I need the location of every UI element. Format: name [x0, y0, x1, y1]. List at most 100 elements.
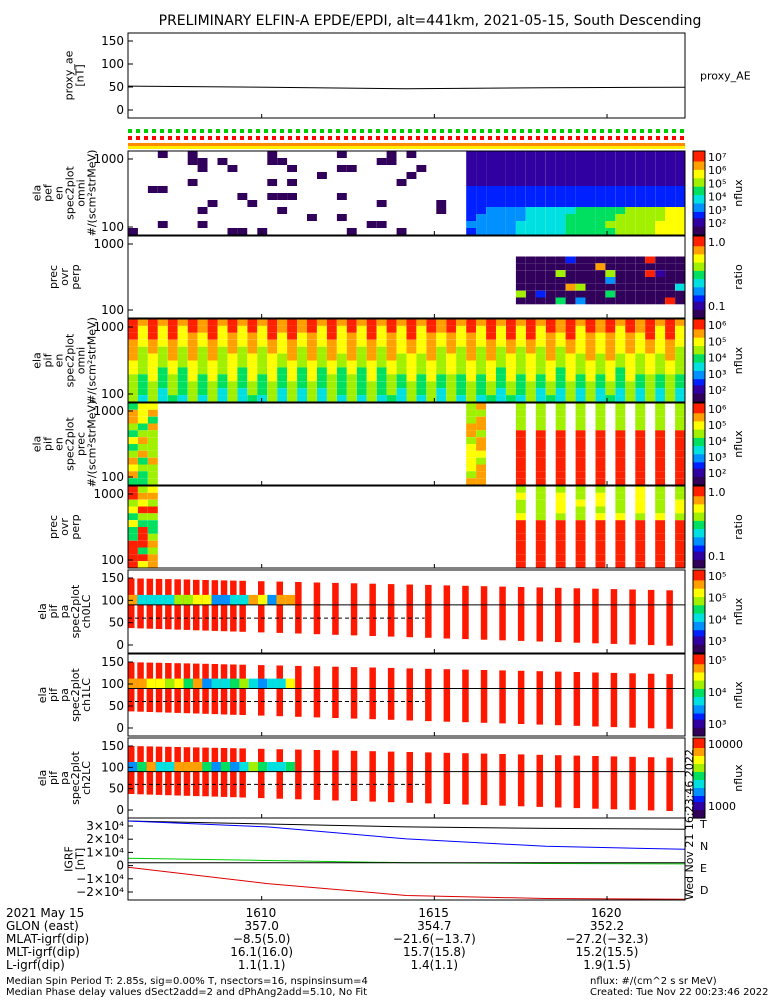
colorbar-cell [693, 594, 705, 598]
spectrogram-cell [635, 416, 646, 424]
spectrogram-cell [187, 179, 198, 186]
colorbar-cell [693, 441, 705, 445]
y-label-line: prec [75, 432, 88, 456]
spectrogram-cell [535, 228, 546, 235]
pa-bar [647, 673, 655, 729]
flag-dot [504, 136, 508, 140]
spectrogram-cell [486, 325, 496, 333]
spectrogram-cell [257, 325, 268, 333]
colorbar-cell [693, 615, 705, 619]
flag-dot [584, 129, 588, 133]
spectrogram-cell [535, 277, 546, 284]
spectrogram-cell [207, 214, 218, 221]
spectrogram-cell [376, 388, 387, 396]
pa-bar [610, 756, 618, 810]
spectrogram-cell [307, 353, 317, 361]
spectrogram-cell [555, 486, 566, 493]
colorbar-cell [693, 450, 705, 453]
spectrogram-cell [466, 353, 477, 361]
colorbar-cell [693, 478, 705, 482]
pa-bar [555, 671, 562, 726]
spectrogram-cell [346, 165, 357, 172]
spectrogram-cell [645, 193, 656, 200]
spectrogram-cell [128, 381, 138, 389]
spectrogram-cell [277, 381, 288, 389]
colorbar-cell [693, 682, 705, 686]
spectrogram-cell [157, 221, 168, 228]
spectrogram-cell [655, 527, 666, 534]
spectrogram-cell [147, 561, 158, 568]
y-label-line: en [53, 437, 66, 451]
spectrogram-cell [257, 395, 268, 402]
spectrogram-cell [356, 353, 367, 361]
colorbar-cell [693, 806, 705, 809]
spectrogram-cell [426, 367, 437, 375]
spectrogram-cell [655, 221, 666, 228]
spectrogram-cell [128, 416, 138, 424]
spectrogram-cell [416, 353, 427, 361]
y-label-line: perp [69, 264, 82, 289]
pa-bar [332, 582, 339, 635]
flag-dot [488, 129, 492, 133]
y-label-line: [nT] [74, 848, 87, 870]
spectrogram-cell [466, 332, 477, 340]
spectrogram-cell [416, 319, 427, 326]
spectrogram-cell [555, 547, 566, 555]
spectrogram-cell [346, 395, 357, 402]
spectrogram-cell [555, 506, 566, 514]
spectrogram-cell [655, 200, 666, 207]
spectrogram-cell [635, 464, 646, 472]
colorbar-cell [693, 744, 705, 747]
flag-dot [384, 136, 388, 140]
spectrogram-cell [615, 214, 626, 221]
pa-bar [369, 667, 376, 720]
spectrogram-cell [436, 395, 447, 402]
colorbar-cell [693, 248, 705, 251]
colorbar-cell [693, 161, 705, 165]
spectrogram-cell [406, 395, 417, 402]
spectrogram-cell [147, 319, 158, 326]
spectrogram-cell [655, 270, 666, 277]
colorbar-tick-label: 0.1 [708, 300, 726, 313]
spectrogram-cell [555, 158, 566, 165]
colorbar-cell [693, 522, 705, 526]
spectrogram-cell [535, 457, 546, 465]
spectrogram-cell [655, 263, 666, 271]
spectrogram-cell [336, 325, 347, 333]
spectrogram-cell [207, 388, 218, 396]
spectrogram-cell [177, 353, 188, 361]
colorbar-frame [692, 318, 706, 403]
spectrogram-cell [167, 388, 178, 396]
colorbar-cell [693, 688, 705, 692]
spectrogram-cell [575, 403, 586, 410]
spectrogram-cell [635, 353, 646, 361]
spectrogram-cell [147, 492, 158, 500]
pa-bar [610, 672, 618, 728]
spectrogram-cell [237, 346, 248, 354]
colorbar-cell [693, 201, 705, 205]
spectrogram-cell [486, 388, 496, 396]
spectrogram-cell [575, 381, 586, 389]
spectrogram-cell [675, 513, 685, 521]
pa-cell [267, 678, 277, 689]
colorbar-cell [693, 375, 705, 378]
spectrogram-cell [396, 325, 407, 333]
spectrogram-cell [287, 179, 297, 186]
flag-dot [416, 136, 420, 140]
spectrogram-cell [555, 416, 566, 424]
spectrogram-cell [217, 339, 228, 347]
spectrogram-cell [137, 547, 148, 555]
spectrogram-cell [565, 332, 576, 340]
spectrogram-cell [675, 353, 685, 361]
spectrogram-cell [515, 283, 526, 291]
colorbar-cell [693, 379, 705, 382]
spectrogram-cell [675, 256, 685, 264]
spectrogram-cell [187, 151, 198, 158]
spectrogram-cell [137, 457, 148, 465]
spectrogram-cell [336, 381, 347, 389]
pa-bar [480, 670, 488, 723]
spectrogram-cell [237, 193, 248, 200]
flag-dot [416, 129, 420, 133]
spectrogram-cell [545, 297, 556, 305]
spectrogram-cell [446, 360, 457, 368]
